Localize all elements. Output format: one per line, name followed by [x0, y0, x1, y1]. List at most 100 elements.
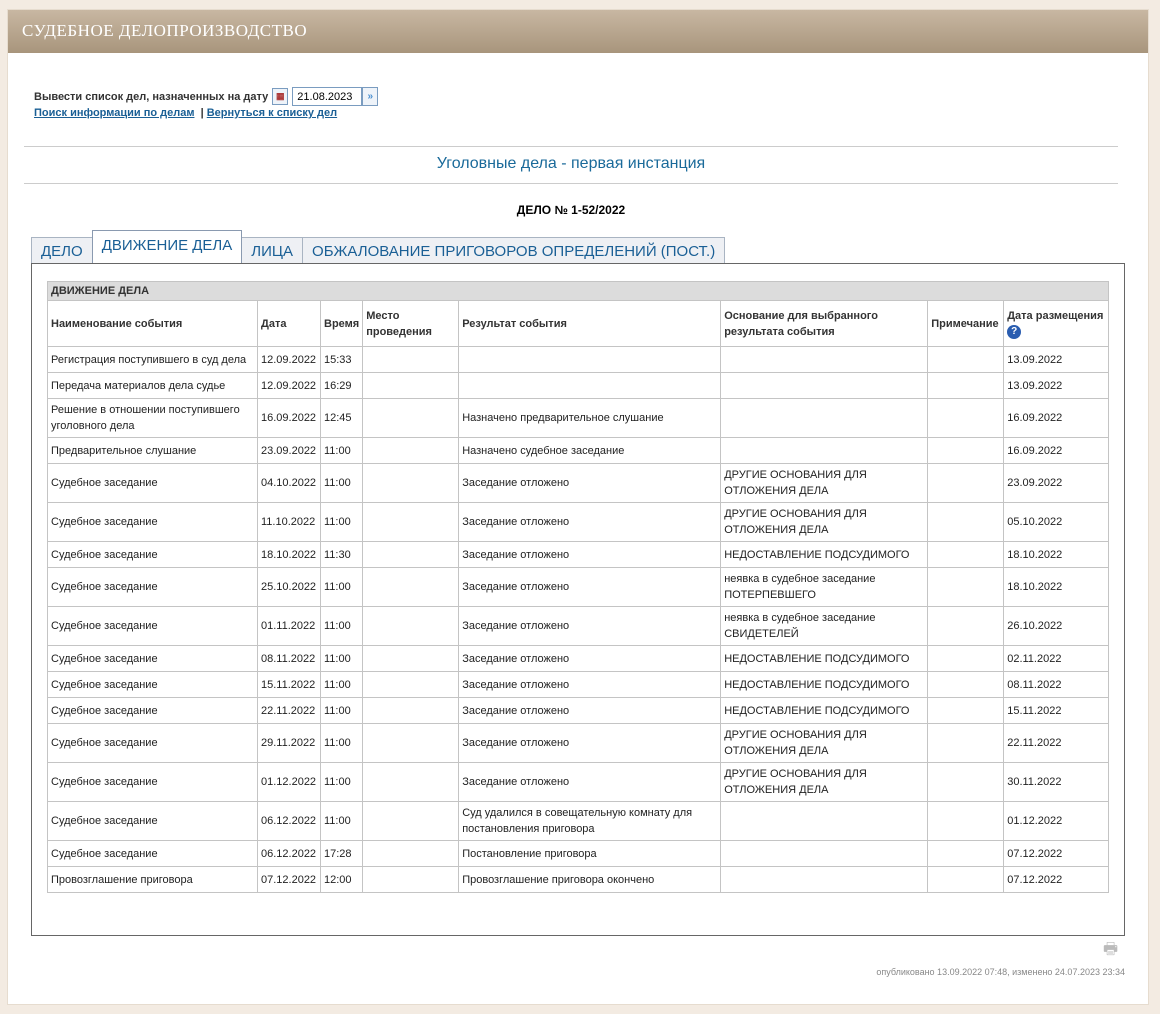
- cell-time: 12:00: [319, 866, 364, 893]
- cell-event-name: Судебное заседание: [47, 645, 258, 672]
- cell-location: [362, 840, 460, 867]
- table-row: Провозглашение приговора 07.12.2022 12:00 П…: [47, 866, 1110, 893]
- cell-date: 18.10.2022: [257, 541, 321, 568]
- cell-note: [927, 541, 1005, 568]
- cell-basis: ДРУГИЕ ОСНОВАНИЯ ДЛЯ ОТЛОЖЕНИЯ ДЕЛА: [720, 723, 929, 763]
- cell-basis: ДРУГИЕ ОСНОВАНИЯ ДЛЯ ОТЛОЖЕНИЯ ДЕЛА: [720, 762, 929, 802]
- calendar-icon[interactable]: ▦: [272, 88, 289, 105]
- cell-basis: НЕДОСТАВЛЕНИЕ ПОДСУДИМОГО: [720, 671, 929, 698]
- cell-result: Постановление приговора: [458, 840, 722, 867]
- cell-result: Провозглашение приговора окончено: [458, 866, 722, 893]
- cell-event-name: Судебное заседание: [47, 762, 258, 802]
- cell-posted-date: 08.11.2022: [1003, 671, 1110, 698]
- table-header-row: Наименование события Дата Время Место прове…: [47, 300, 1110, 347]
- tab-case-movement[interactable]: ДВИЖЕНИЕ ДЕЛА: [91, 230, 243, 263]
- cell-time: 11:00: [319, 645, 364, 672]
- cell-result: Заседание отложено: [458, 567, 722, 607]
- column-header-label: Время: [324, 317, 360, 330]
- back-to-list-link[interactable]: Вернуться к списку дел: [206, 107, 338, 119]
- cell-time: 11:00: [319, 762, 364, 802]
- cell-result: Заседание отложено: [458, 671, 722, 698]
- section-subtitle: Уголовные дела - первая инстанция: [436, 155, 706, 172]
- cell-result: Заседание отложено: [458, 463, 722, 503]
- cell-time: 11:00: [319, 606, 364, 646]
- date-input[interactable]: [292, 87, 363, 106]
- go-icon[interactable]: »: [362, 87, 379, 106]
- cell-note: [927, 437, 1005, 464]
- cell-basis: ДРУГИЕ ОСНОВАНИЯ ДЛЯ ОТЛОЖЕНИЯ ДЕЛА: [720, 502, 929, 542]
- cell-location: [362, 801, 460, 841]
- cell-location: [362, 346, 460, 373]
- cell-event-name: Судебное заседание: [47, 567, 258, 607]
- column-header-location: Место проведения: [362, 300, 460, 347]
- tab-persons[interactable]: ЛИЦА: [241, 237, 304, 263]
- cell-posted-date: 13.09.2022: [1003, 372, 1110, 399]
- cell-time: 16:29: [319, 372, 364, 399]
- column-header-label: Результат события: [462, 317, 567, 330]
- cell-event-name: Судебное заседание: [47, 541, 258, 568]
- cell-time: 11:00: [319, 437, 364, 464]
- link-separator: |: [200, 107, 204, 119]
- cell-date: 25.10.2022: [257, 567, 321, 607]
- cell-result: Заседание отложено: [458, 645, 722, 672]
- cell-location: [362, 567, 460, 607]
- cell-posted-date: 18.10.2022: [1003, 567, 1110, 607]
- cell-result: Назначено предварительное слушание: [458, 398, 722, 438]
- tab-appeals[interactable]: ОБЖАЛОВАНИЕ ПРИГОВОРОВ ОПРЕДЕЛЕНИЙ (ПОСТ…: [302, 237, 726, 263]
- cell-posted-date: 01.12.2022: [1003, 801, 1110, 841]
- cell-time: 17:28: [319, 840, 364, 867]
- column-header-note: Примечание: [927, 300, 1005, 347]
- cell-note: [927, 463, 1005, 503]
- cell-date: 22.11.2022: [257, 697, 321, 724]
- cell-result: [458, 372, 722, 399]
- cell-date: 11.10.2022: [257, 502, 321, 542]
- cell-location: [362, 606, 460, 646]
- table-row: Решение в отношении поступившего уголовн…: [47, 398, 1110, 438]
- column-header-label: Примечание: [931, 317, 999, 330]
- cell-event-name: Провозглашение приговора: [47, 866, 258, 893]
- cell-basis: НЕДОСТАВЛЕНИЕ ПОДСУДИМОГО: [720, 541, 929, 568]
- cell-note: [927, 398, 1005, 438]
- cell-basis: неявка в судебное заседание СВИДЕТЕЛЕЙ: [720, 606, 929, 646]
- cell-posted-date: 22.11.2022: [1003, 723, 1110, 763]
- cell-event-name: Судебное заседание: [47, 463, 258, 503]
- cell-note: [927, 697, 1005, 724]
- column-header-date: Дата: [257, 300, 321, 347]
- publication-info: опубликовано 13.09.2022 07:48, изменено …: [876, 967, 1125, 977]
- cell-posted-date: 13.09.2022: [1003, 346, 1110, 373]
- cell-date: 07.12.2022: [257, 866, 321, 893]
- cell-event-name: Судебное заседание: [47, 801, 258, 841]
- column-header-label: Основание для выбранного результата собы…: [724, 309, 878, 338]
- table-row: Судебное заседание 25.10.2022 11:00 Заседан…: [47, 567, 1110, 607]
- cell-location: [362, 398, 460, 438]
- print-icon[interactable]: 🖶: [1103, 941, 1119, 958]
- tab-case[interactable]: ДЕЛО: [31, 237, 93, 263]
- column-header-label: Место проведения: [366, 309, 432, 338]
- cell-time: 11:00: [319, 463, 364, 503]
- column-header-label: Наименование события: [51, 317, 183, 330]
- cell-event-name: Судебное заседание: [47, 671, 258, 698]
- cell-location: [362, 541, 460, 568]
- cell-date: 01.11.2022: [257, 606, 321, 646]
- table-row: Судебное заседание 18.10.2022 11:30 Заседан…: [47, 541, 1110, 568]
- column-header-time: Время: [319, 300, 364, 347]
- search-cases-link[interactable]: Поиск информации по делам: [34, 107, 195, 119]
- cell-posted-date: 18.10.2022: [1003, 541, 1110, 568]
- cell-posted-date: 05.10.2022: [1003, 502, 1110, 542]
- cell-date: 15.11.2022: [257, 671, 321, 698]
- cell-date: 04.10.2022: [257, 463, 321, 503]
- cell-location: [362, 463, 460, 503]
- cell-date: 06.12.2022: [257, 801, 321, 841]
- cell-time: 11:00: [319, 671, 364, 698]
- cell-result: Заседание отложено: [458, 697, 722, 724]
- cell-basis: ДРУГИЕ ОСНОВАНИЯ ДЛЯ ОТЛОЖЕНИЯ ДЕЛА: [720, 463, 929, 503]
- cell-event-name: Регистрация поступившего в суд дела: [47, 346, 258, 373]
- cell-posted-date: 26.10.2022: [1003, 606, 1110, 646]
- cell-location: [362, 697, 460, 724]
- cell-note: [927, 502, 1005, 542]
- cell-time: 11:00: [319, 502, 364, 542]
- tab-bar: ДЕЛО ДВИЖЕНИЕ ДЕЛА ЛИЦА ОБЖАЛОВАНИЕ ПРИГ…: [31, 230, 726, 263]
- help-icon[interactable]: ?: [1007, 324, 1022, 339]
- cell-basis: неявка в судебное заседание ПОТЕРПЕВШЕГО: [720, 567, 929, 607]
- column-header-result: Результат события: [458, 300, 722, 347]
